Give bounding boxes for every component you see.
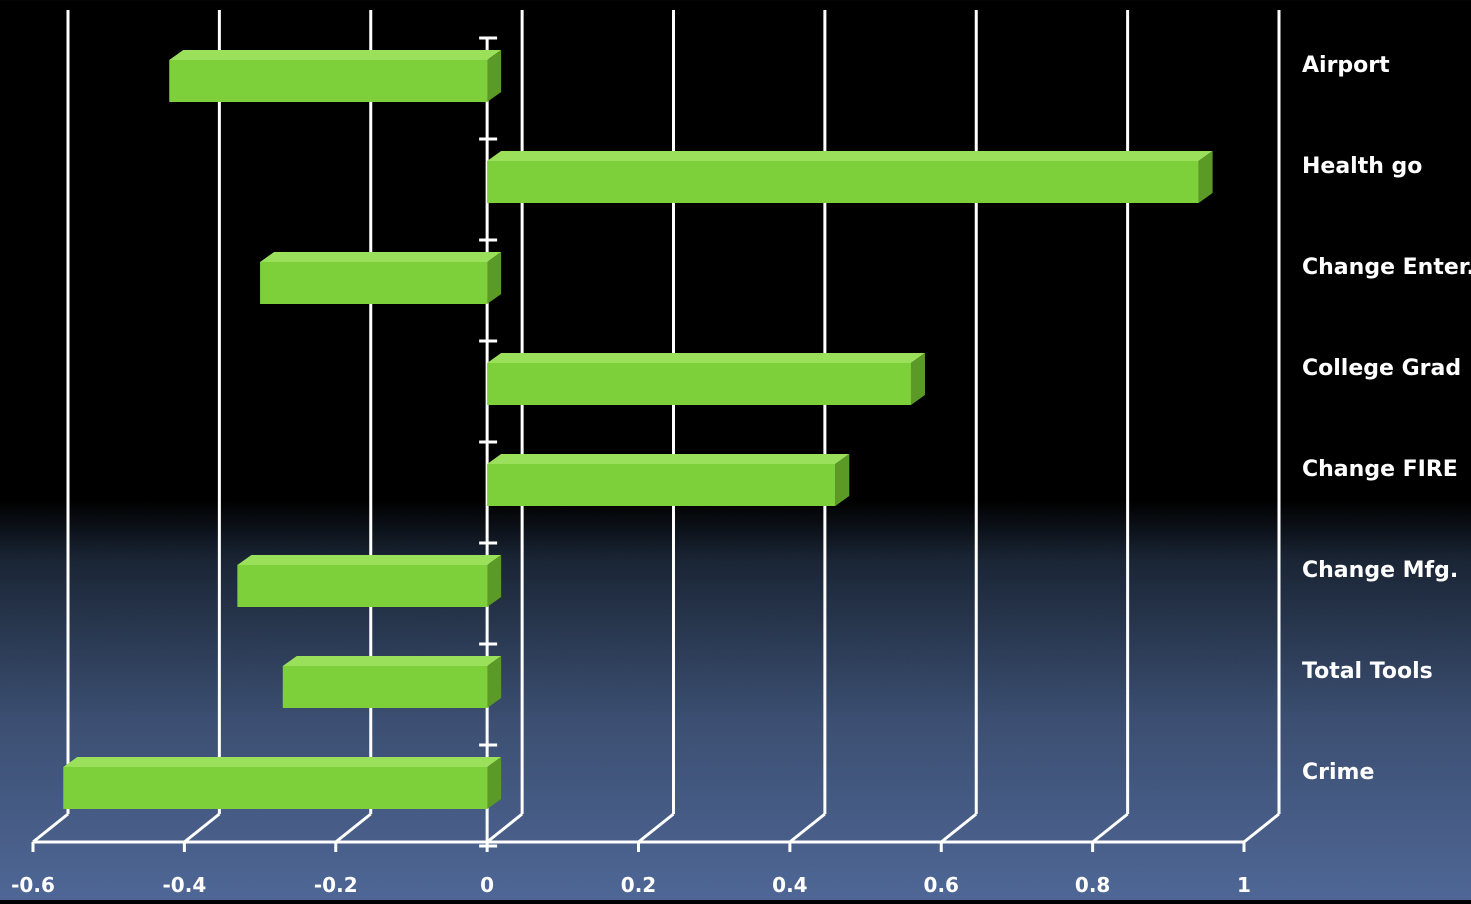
bar-front-face xyxy=(260,262,488,304)
category-label: Change Enter. xyxy=(1302,255,1471,280)
bar-front-face xyxy=(487,161,1199,203)
floor-gridline xyxy=(1091,812,1129,844)
labels: Airport Health go Change Enter. College Gra… xyxy=(1302,53,1471,785)
bar-top-face xyxy=(487,353,925,363)
bar-front-face xyxy=(282,666,488,708)
floor-gridline xyxy=(1243,812,1280,844)
bar-side-face xyxy=(487,555,502,607)
bar-front-face xyxy=(237,565,488,607)
category-label: Crime xyxy=(1302,760,1374,785)
bar-side-face xyxy=(487,757,502,809)
bars xyxy=(63,50,1213,809)
axes: -0.6 -0.4 -0.2 0 0.2 0.4 0.6 0.8 1 xyxy=(11,36,1251,897)
bar-side-face xyxy=(487,656,502,708)
x-tick-label: -0.4 xyxy=(163,873,207,897)
x-tick-label: 0.8 xyxy=(1075,873,1110,897)
bar-top-face xyxy=(260,252,502,262)
x-tick-label: 0.4 xyxy=(772,873,807,897)
floor-gridline xyxy=(940,812,978,844)
bar-side-face xyxy=(487,50,502,102)
bar-top-face xyxy=(237,555,502,565)
x-tick-label: 0 xyxy=(480,873,494,897)
bar-side-face xyxy=(910,353,925,405)
bar xyxy=(63,757,502,809)
bar-top-face xyxy=(63,757,502,767)
bar xyxy=(260,252,502,304)
bar xyxy=(237,555,502,607)
x-tick-label: -0.2 xyxy=(314,873,358,897)
bar-top-face xyxy=(487,151,1213,161)
bar xyxy=(487,151,1213,203)
gridlines xyxy=(32,10,1281,844)
floor-gridline xyxy=(334,812,372,844)
bar-side-face xyxy=(1198,151,1213,203)
bar-side-face xyxy=(835,454,850,506)
floor-gridline xyxy=(183,812,221,844)
bar-top-face xyxy=(169,50,502,60)
bar xyxy=(487,454,850,506)
floor-gridline xyxy=(788,812,826,844)
category-label: Change Mfg. xyxy=(1302,558,1458,583)
bar-top-face xyxy=(487,454,850,464)
category-label: College Grad xyxy=(1302,356,1461,381)
category-label: Health go xyxy=(1302,154,1422,179)
floor-gridline xyxy=(486,812,524,844)
x-tick-label: 0.6 xyxy=(924,873,959,897)
bar-top-face xyxy=(282,656,502,666)
bar xyxy=(169,50,502,102)
bar-front-face xyxy=(63,767,488,809)
floor-gridline xyxy=(637,812,675,844)
bar xyxy=(282,656,502,708)
category-label: Airport xyxy=(1302,53,1390,78)
x-tick-label: -0.6 xyxy=(11,873,55,897)
x-tick-label: 1 xyxy=(1237,873,1251,897)
floor-gridline xyxy=(32,812,69,844)
bar-front-face xyxy=(487,363,911,405)
x-tick-label: 0.2 xyxy=(621,873,656,897)
bar-side-face xyxy=(487,252,502,304)
category-label: Change FIRE xyxy=(1302,457,1458,482)
bar-front-face xyxy=(169,60,488,102)
bar-front-face xyxy=(487,464,836,506)
category-label: Total Tools xyxy=(1302,659,1433,684)
bar xyxy=(487,353,925,405)
